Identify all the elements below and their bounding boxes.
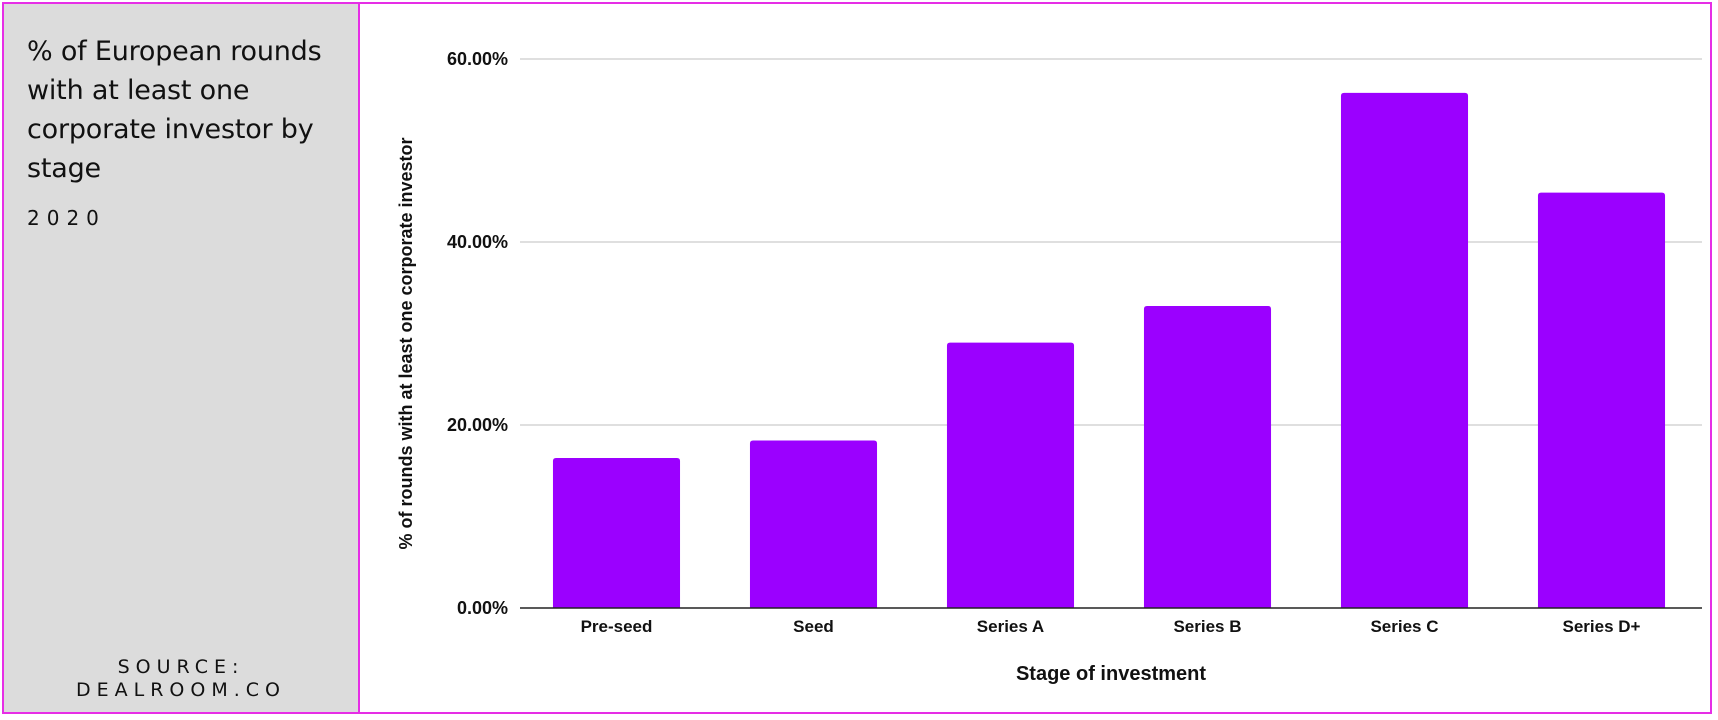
x-tick-label: Series B	[1173, 617, 1241, 636]
x-tick-label: Seed	[793, 617, 834, 636]
x-axis-title: Stage of investment	[1016, 663, 1206, 685]
bar-seed	[749, 440, 878, 608]
y-tick-label: 0.00%	[457, 598, 508, 618]
chart-subtitle-year: 2020	[27, 206, 106, 230]
sidebar-panel: % of European rounds with at least one c…	[4, 4, 360, 712]
source-credit: SOURCE: DEALROOM.CO	[4, 656, 358, 702]
bar-pre-seed	[552, 457, 681, 608]
bars	[552, 92, 1666, 609]
source-label: SOURCE:	[117, 656, 245, 678]
bar-series-a	[946, 342, 1075, 608]
y-tick-label: 60.00%	[447, 49, 508, 69]
y-axis-title: % of rounds with at least one corporate …	[396, 137, 416, 549]
gridlines	[520, 58, 1702, 426]
bar-series-b	[1143, 306, 1272, 608]
y-tick-labels: 0.00% 20.00% 40.00% 60.00%	[447, 49, 508, 618]
bar-chart: 0.00% 20.00% 40.00% 60.00% Pre-seed Seed Seri…	[396, 49, 1702, 685]
chart-title: % of European rounds with at least one c…	[27, 36, 322, 184]
x-tick-label: Series A	[977, 617, 1044, 636]
x-tick-label: Series D+	[1563, 617, 1641, 636]
source-name: DEALROOM.CO	[76, 679, 286, 701]
bar-series-c	[1340, 92, 1469, 609]
bar-series-d	[1537, 192, 1666, 608]
y-tick-label: 40.00%	[447, 232, 508, 252]
x-tick-labels: Pre-seed Seed Series A Series B Series C Seri…	[581, 617, 1641, 636]
y-tick-label: 20.00%	[447, 415, 508, 435]
x-tick-label: Series C	[1370, 617, 1438, 636]
x-tick-label: Pre-seed	[581, 617, 653, 636]
